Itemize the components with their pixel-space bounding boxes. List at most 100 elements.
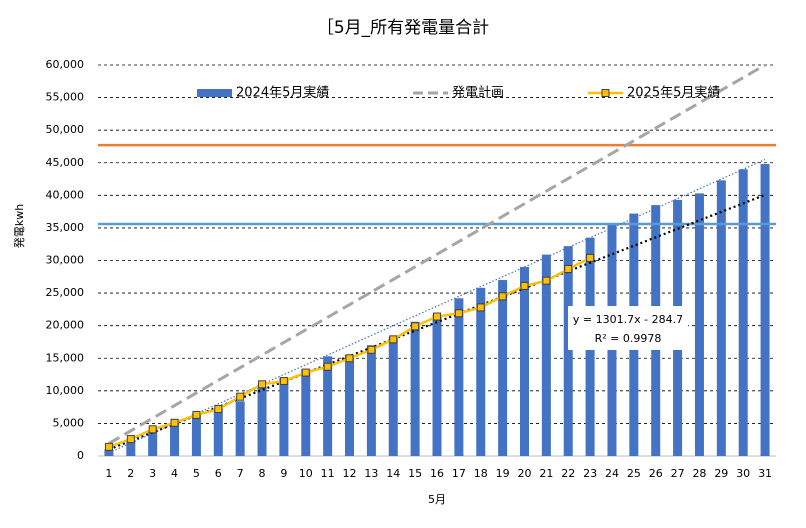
x-tick-label: 18 bbox=[474, 467, 488, 480]
marker bbox=[564, 264, 573, 273]
y-tick-label: 10,000 bbox=[46, 384, 85, 397]
marker bbox=[258, 380, 267, 389]
marker bbox=[542, 276, 551, 285]
marker bbox=[170, 418, 179, 427]
bar bbox=[366, 345, 376, 456]
legend-label: 2024年5月実績 bbox=[236, 85, 329, 101]
legend-label: 2025年5月実績 bbox=[627, 85, 720, 101]
y-tick-label: 55,000 bbox=[46, 91, 85, 104]
x-tick-label: 29 bbox=[714, 467, 728, 480]
chart-title: ［5月_所有発電量合計 bbox=[317, 18, 489, 38]
y-tick-label: 60,000 bbox=[46, 58, 85, 71]
marker bbox=[126, 435, 135, 444]
x-tick-label: 11 bbox=[321, 467, 335, 480]
marker bbox=[476, 303, 485, 312]
x-tick-label: 10 bbox=[299, 467, 313, 480]
marker bbox=[148, 425, 157, 434]
bar bbox=[563, 246, 573, 456]
y-axis-label: 発電kwh bbox=[12, 204, 26, 248]
bar bbox=[257, 386, 267, 456]
bar bbox=[388, 336, 398, 456]
trendline bbox=[108, 158, 766, 454]
marker bbox=[520, 281, 529, 290]
trend-equation: y = 1301.7x - 284.7 bbox=[573, 313, 683, 326]
marker bbox=[323, 362, 332, 371]
x-tick-label: 21 bbox=[539, 467, 553, 480]
y-tick-label: 40,000 bbox=[46, 188, 85, 201]
bar bbox=[694, 193, 704, 456]
legend-marker bbox=[601, 89, 610, 97]
marker bbox=[236, 392, 245, 401]
y-tick-label: 15,000 bbox=[46, 351, 85, 364]
bar bbox=[476, 287, 486, 456]
x-tick-label: 3 bbox=[149, 467, 156, 480]
marker bbox=[498, 292, 507, 301]
x-tick-label: 2 bbox=[127, 467, 134, 480]
x-tick-label: 19 bbox=[496, 467, 510, 480]
y-tick-label: 35,000 bbox=[46, 221, 85, 234]
bar bbox=[345, 354, 355, 456]
marker bbox=[214, 405, 223, 414]
trendline bbox=[108, 193, 766, 451]
bar bbox=[738, 169, 748, 456]
y-tick-label: 30,000 bbox=[46, 254, 85, 267]
x-tick-label: 14 bbox=[386, 467, 400, 480]
bar bbox=[170, 423, 180, 456]
marker bbox=[192, 410, 201, 419]
marker bbox=[345, 354, 354, 363]
bar bbox=[279, 377, 289, 456]
x-tick-label: 5 bbox=[193, 467, 200, 480]
x-tick-label: 7 bbox=[237, 467, 244, 480]
marker bbox=[586, 253, 595, 262]
x-tick-label: 30 bbox=[736, 467, 750, 480]
bar bbox=[432, 315, 442, 456]
bar bbox=[148, 431, 158, 456]
marker bbox=[279, 377, 288, 386]
x-tick-label: 23 bbox=[583, 467, 597, 480]
y-tick-label: 25,000 bbox=[46, 286, 85, 299]
x-tick-label: 8 bbox=[259, 467, 266, 480]
trend-label-box bbox=[568, 306, 688, 350]
x-tick-label: 25 bbox=[627, 467, 641, 480]
marker bbox=[367, 345, 376, 354]
x-tick-label: 16 bbox=[430, 467, 444, 480]
marker bbox=[454, 309, 463, 318]
bar bbox=[126, 440, 136, 456]
bar bbox=[323, 356, 333, 456]
x-tick-label: 17 bbox=[452, 467, 466, 480]
legend-label: 発電計画 bbox=[452, 85, 504, 101]
marker bbox=[411, 322, 420, 331]
marker bbox=[433, 312, 441, 321]
x-tick-label: 4 bbox=[171, 467, 178, 480]
x-tick-label: 28 bbox=[692, 467, 706, 480]
bar bbox=[213, 408, 223, 456]
x-tick-label: 31 bbox=[758, 467, 772, 480]
x-tick-label: 1 bbox=[105, 467, 112, 480]
x-tick-label: 24 bbox=[605, 467, 619, 480]
x-axis-label: 5月 bbox=[428, 493, 446, 506]
trend-r2: R² = 0.9978 bbox=[595, 332, 662, 345]
x-tick-label: 12 bbox=[343, 467, 357, 480]
x-tick-label: 9 bbox=[280, 467, 287, 480]
x-tick-label: 22 bbox=[561, 467, 575, 480]
y-tick-label: 5,000 bbox=[53, 416, 85, 429]
bar bbox=[519, 267, 529, 456]
bar bbox=[235, 401, 245, 456]
plan-line bbox=[108, 63, 766, 445]
y-tick-label: 50,000 bbox=[46, 123, 85, 136]
x-tick-label: 27 bbox=[671, 467, 685, 480]
x-tick-label: 6 bbox=[215, 467, 222, 480]
x-tick-label: 26 bbox=[649, 467, 663, 480]
y-tick-label: 20,000 bbox=[46, 319, 85, 332]
bar bbox=[301, 369, 311, 456]
legend-swatch bbox=[197, 89, 232, 97]
bar bbox=[410, 321, 420, 456]
bar bbox=[760, 164, 770, 456]
x-tick-label: 15 bbox=[408, 467, 422, 480]
y-tick-label: 45,000 bbox=[46, 156, 85, 169]
bar bbox=[454, 298, 464, 456]
bar bbox=[716, 180, 726, 456]
bar bbox=[191, 413, 201, 456]
